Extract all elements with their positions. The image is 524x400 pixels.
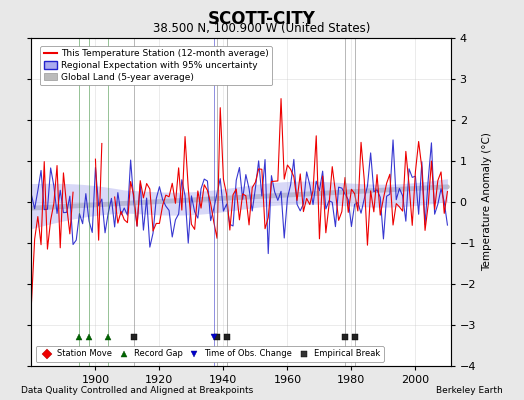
Y-axis label: Temperature Anomaly (°C): Temperature Anomaly (°C) xyxy=(482,132,492,272)
Text: 38.500 N, 100.900 W (United States): 38.500 N, 100.900 W (United States) xyxy=(154,22,370,35)
Text: Data Quality Controlled and Aligned at Breakpoints: Data Quality Controlled and Aligned at B… xyxy=(21,386,253,395)
Text: SCOTT-CITY: SCOTT-CITY xyxy=(208,10,316,28)
Legend: Station Move, Record Gap, Time of Obs. Change, Empirical Break: Station Move, Record Gap, Time of Obs. C… xyxy=(36,346,384,362)
Text: Berkeley Earth: Berkeley Earth xyxy=(436,386,503,395)
